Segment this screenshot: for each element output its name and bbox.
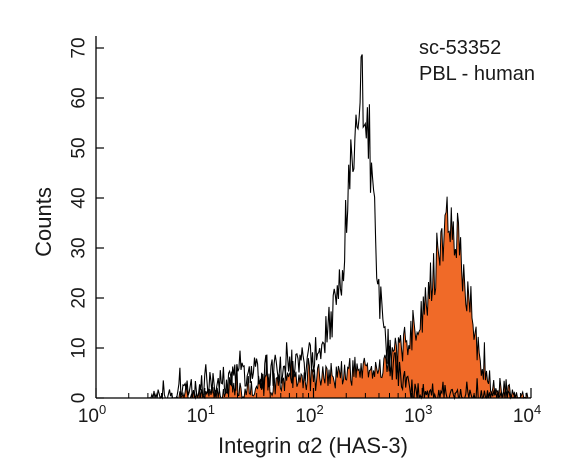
y-tick-label: 40	[69, 187, 90, 208]
x-tick-exponent: 2	[316, 402, 323, 417]
y-axis-title: Counts	[31, 187, 56, 257]
x-tick-label: 100	[78, 402, 106, 427]
y-axis-ticks: 0 10 20 30 40 50 60 70	[69, 37, 104, 403]
x-tick-base: 10	[187, 406, 208, 427]
x-tick-base: 10	[404, 406, 425, 427]
filled-series-area	[96, 196, 531, 398]
x-tick-base: 10	[513, 406, 534, 427]
x-tick-exponent: 4	[534, 402, 541, 417]
plot-area	[96, 54, 532, 401]
y-tick-label: 60	[69, 87, 90, 108]
y-tick-label: 0	[69, 393, 90, 404]
x-tick-label: 102	[295, 402, 323, 427]
y-tick-label: 50	[69, 137, 90, 158]
x-tick-exponent: 0	[99, 402, 106, 417]
x-tick-exponent: 1	[208, 402, 215, 417]
annotation-product-code: sc-53352	[419, 37, 501, 59]
x-tick-label: 101	[187, 402, 215, 427]
y-tick-label: 30	[69, 237, 90, 258]
x-axis-title: Integrin α2 (HAS-3)	[218, 433, 408, 458]
y-tick-label: 20	[69, 287, 90, 308]
annotation-sample: PBL - human	[419, 63, 535, 85]
x-tick-base: 10	[78, 406, 99, 427]
x-tick-label: 104	[513, 402, 541, 427]
x-tick-label: 103	[404, 402, 432, 427]
x-axis-ticks: 100 101 102 103 104	[78, 388, 541, 427]
x-tick-base: 10	[295, 406, 316, 427]
y-tick-label: 10	[69, 337, 90, 358]
y-tick-label: 70	[69, 37, 90, 58]
x-tick-exponent: 3	[425, 402, 432, 417]
